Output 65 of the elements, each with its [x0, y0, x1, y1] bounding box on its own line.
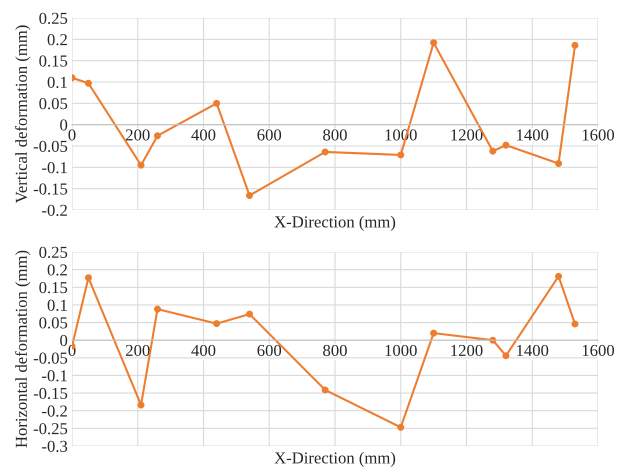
- point: [84, 274, 92, 282]
- point: [489, 148, 496, 155]
- x-tick-label: 1000: [386, 344, 417, 356]
- x-tick-label: 800: [323, 344, 347, 356]
- point: [397, 424, 404, 431]
- point: [154, 306, 161, 313]
- point: [397, 151, 404, 158]
- point: [572, 42, 578, 49]
- y-tick-label: -0.05: [34, 352, 68, 364]
- y-tick-label: 0.05: [39, 317, 68, 329]
- y-tick-label: -0.3: [42, 440, 68, 452]
- x-axis-title: X-Direction (mm): [274, 452, 396, 467]
- point: [572, 320, 578, 328]
- y-tick-label: -0.2: [42, 204, 67, 216]
- y-tick-label: 0.2: [48, 264, 67, 276]
- y-tick-label: 0.1: [48, 76, 67, 88]
- x-tick-label: 1400: [517, 129, 548, 141]
- point: [246, 310, 253, 318]
- y-tick-label: -0.1: [42, 162, 67, 174]
- x-tick-label: 600: [257, 129, 282, 141]
- x-tick-label: 200: [126, 344, 150, 356]
- x-tick-label: 600: [257, 344, 282, 356]
- point: [555, 160, 562, 167]
- y-tick-label: 0.15: [39, 282, 68, 294]
- y-tick-label: 0: [60, 119, 68, 131]
- y-tick-label: 0.2: [48, 34, 67, 46]
- y-tick-label: -0.15: [34, 388, 68, 400]
- point: [322, 386, 329, 394]
- point: [430, 330, 438, 337]
- x-tick-label: 200: [126, 129, 150, 141]
- y-axis-title: Horizontal deformation (mm): [15, 250, 30, 448]
- point: [322, 148, 329, 156]
- x-tick-label: 1200: [451, 129, 483, 141]
- point: [502, 142, 510, 149]
- point: [430, 39, 438, 46]
- x-tick-label: 1600: [582, 129, 614, 141]
- y-tick-label: -0.05: [34, 140, 68, 152]
- x-axis-title: X-Direction (mm): [274, 216, 396, 231]
- y-tick-label: 0.1: [48, 300, 67, 311]
- y-tick-label: -0.2: [42, 405, 67, 417]
- point: [213, 320, 220, 328]
- x-tick-label: 0: [68, 129, 76, 141]
- y-tick-label: -0.1: [42, 370, 67, 382]
- y-tick-label: 0.05: [39, 98, 68, 110]
- point: [213, 100, 220, 107]
- y-tick-label: 0.25: [39, 246, 68, 258]
- point: [84, 80, 92, 87]
- x-tick-label: 1400: [517, 344, 548, 356]
- y-axis-title: Vertical deformation (mm): [15, 25, 30, 204]
- x-tick-label: 1200: [451, 344, 483, 356]
- point: [138, 402, 145, 409]
- point: [154, 132, 161, 140]
- point: [246, 192, 253, 199]
- y-tick-label: -0.15: [34, 183, 68, 195]
- x-tick-label: 400: [191, 344, 216, 356]
- y-tick-label: 0: [60, 334, 68, 346]
- x-tick-label: 400: [191, 129, 216, 141]
- x-tick-label: 1600: [582, 344, 614, 356]
- point: [555, 272, 562, 280]
- y-tick-label: -0.25: [34, 423, 68, 434]
- point: [138, 162, 145, 169]
- y-tick-label: 0.15: [39, 55, 68, 67]
- x-tick-label: 800: [323, 129, 347, 141]
- point: [502, 352, 510, 360]
- y-tick-label: 0.25: [39, 12, 68, 24]
